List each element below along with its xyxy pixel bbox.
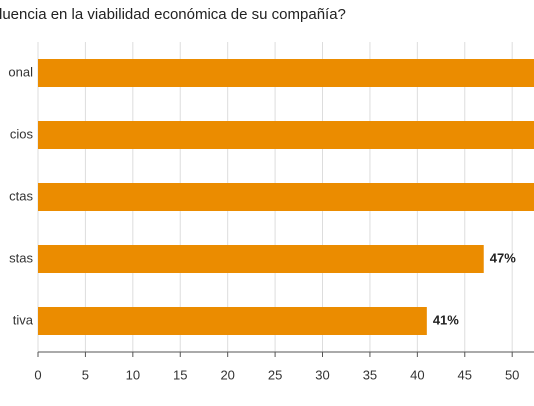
y-tick-label: stas [9, 250, 33, 265]
y-tick-label: tiva [13, 312, 34, 327]
chart-title: luencia en la viabilidad económica de su… [0, 6, 346, 23]
x-tick-label: 15 [173, 367, 187, 382]
value-label: 41% [433, 312, 459, 327]
value-label: 47% [490, 250, 516, 265]
y-tick-label: onal [8, 64, 33, 79]
x-tick-label: 35 [363, 367, 377, 382]
y-tick-label: ctas [9, 188, 33, 203]
x-tick-label: 40 [410, 367, 424, 382]
x-tick-label: 10 [126, 367, 140, 382]
x-tick-label: 30 [315, 367, 329, 382]
y-tick-label: cios [10, 126, 34, 141]
bar [38, 183, 534, 211]
bar [38, 307, 427, 335]
x-tick-label: 50 [505, 367, 519, 382]
bar [38, 245, 484, 273]
bar [38, 59, 534, 87]
x-tick-label: 0 [34, 367, 41, 382]
x-tick-label: 25 [268, 367, 282, 382]
x-tick-label: 20 [220, 367, 234, 382]
x-tick-label: 5 [82, 367, 89, 382]
x-tick-label: 45 [458, 367, 472, 382]
bar [38, 121, 534, 149]
